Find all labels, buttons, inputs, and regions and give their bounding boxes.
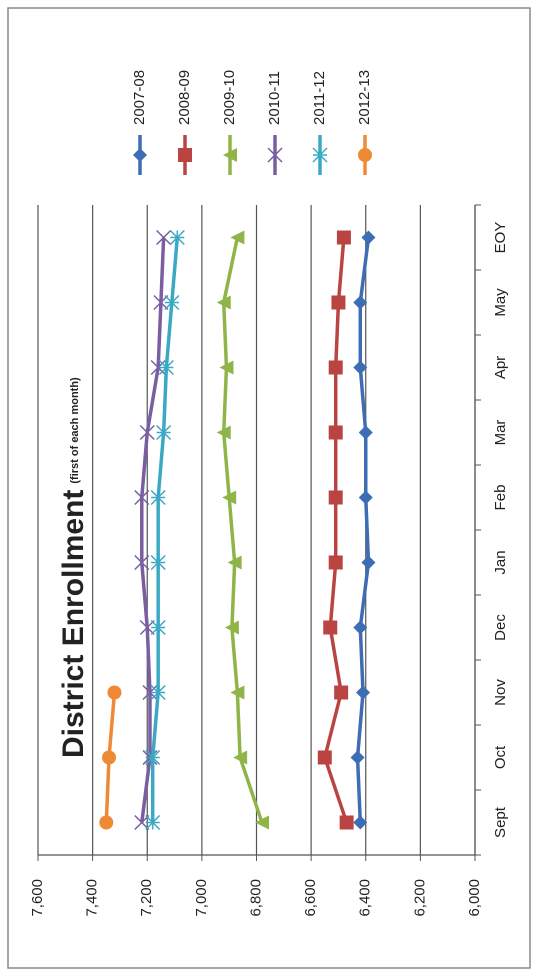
- y-tick-label: 6,200: [411, 879, 428, 917]
- marker: [361, 230, 376, 245]
- rotated-chart: District Enrollment (first of each month)…: [7, 7, 531, 969]
- marker: [353, 620, 368, 635]
- y-tick-label: 7,400: [84, 879, 101, 917]
- title-main: District Enrollment: [57, 490, 90, 758]
- chart-title: District Enrollment (first of each month): [57, 377, 90, 758]
- title-sub: (first of each month): [69, 377, 81, 484]
- x-tick-label: Apr: [492, 356, 509, 379]
- marker: [150, 554, 166, 571]
- marker: [224, 620, 239, 635]
- marker: [254, 815, 269, 830]
- marker: [358, 490, 373, 505]
- y-tick-label: 7,600: [29, 879, 46, 917]
- marker: [156, 424, 172, 441]
- marker: [150, 684, 166, 701]
- marker: [102, 750, 117, 765]
- marker: [134, 554, 150, 571]
- marker: [145, 814, 161, 831]
- marker: [145, 749, 161, 766]
- series-line: [355, 237, 371, 823]
- marker: [328, 360, 343, 375]
- marker: [227, 555, 242, 570]
- marker: [230, 685, 245, 700]
- marker: [361, 555, 376, 570]
- marker: [169, 229, 185, 246]
- y-tick-label: 6,800: [247, 879, 264, 917]
- marker: [99, 815, 114, 830]
- marker: [134, 489, 150, 506]
- x-tick-label: Mar: [492, 420, 509, 446]
- marker: [323, 620, 338, 635]
- x-tick-label: Nov: [492, 679, 509, 706]
- marker: [150, 619, 166, 636]
- chart-border: [7, 7, 531, 969]
- legend-label: 2009-10: [221, 70, 238, 125]
- marker: [216, 425, 231, 440]
- x-tick-label: May: [492, 288, 509, 317]
- legend-label: 2011-12: [311, 71, 328, 125]
- marker: [134, 814, 150, 831]
- marker: [358, 148, 372, 162]
- y-tick-label: 6,400: [357, 879, 374, 917]
- marker: [150, 359, 166, 376]
- marker: [216, 295, 231, 310]
- marker: [223, 148, 237, 162]
- marker: [339, 815, 354, 830]
- marker: [328, 490, 343, 505]
- x-tick-label: Dec: [492, 614, 509, 641]
- marker: [142, 684, 158, 701]
- marker: [178, 148, 192, 162]
- marker: [328, 555, 343, 570]
- y-tick-label: 6,000: [466, 879, 483, 917]
- marker: [353, 295, 368, 310]
- legend-label: 2012-13: [356, 70, 373, 125]
- marker: [158, 359, 174, 376]
- marker: [139, 424, 155, 441]
- marker: [164, 294, 180, 311]
- marker: [267, 147, 283, 163]
- marker: [156, 229, 172, 246]
- legend-label: 2007-08: [131, 70, 148, 125]
- legend-label: 2008-09: [176, 70, 193, 125]
- marker: [150, 489, 166, 506]
- marker: [133, 148, 147, 162]
- marker: [139, 619, 155, 636]
- marker: [233, 750, 248, 765]
- marker: [328, 425, 343, 440]
- marker: [358, 425, 373, 440]
- marker: [336, 230, 351, 245]
- x-tick-label: Oct: [492, 745, 509, 769]
- x-tick-label: EOY: [492, 222, 509, 254]
- marker: [153, 294, 169, 311]
- y-tick-label: 7,000: [193, 879, 210, 917]
- y-tick-label: 6,600: [302, 879, 319, 917]
- x-tick-label: Feb: [492, 485, 509, 511]
- marker: [107, 685, 122, 700]
- series-line: [150, 237, 180, 823]
- y-tick-label: 7,200: [138, 879, 155, 917]
- series-line: [140, 237, 166, 823]
- marker: [350, 750, 365, 765]
- marker: [334, 685, 349, 700]
- marker: [353, 360, 368, 375]
- marker: [317, 750, 332, 765]
- legend-label: 2010-11: [266, 71, 283, 125]
- marker: [222, 490, 237, 505]
- marker: [230, 230, 245, 245]
- marker: [312, 147, 328, 163]
- x-tick-label: Jan: [492, 550, 509, 574]
- series-line: [323, 237, 349, 824]
- marker: [331, 295, 346, 310]
- marker: [353, 815, 368, 830]
- series-line: [221, 237, 264, 824]
- x-tick-label: Sept: [492, 806, 509, 838]
- marker: [219, 360, 234, 375]
- marker: [356, 685, 371, 700]
